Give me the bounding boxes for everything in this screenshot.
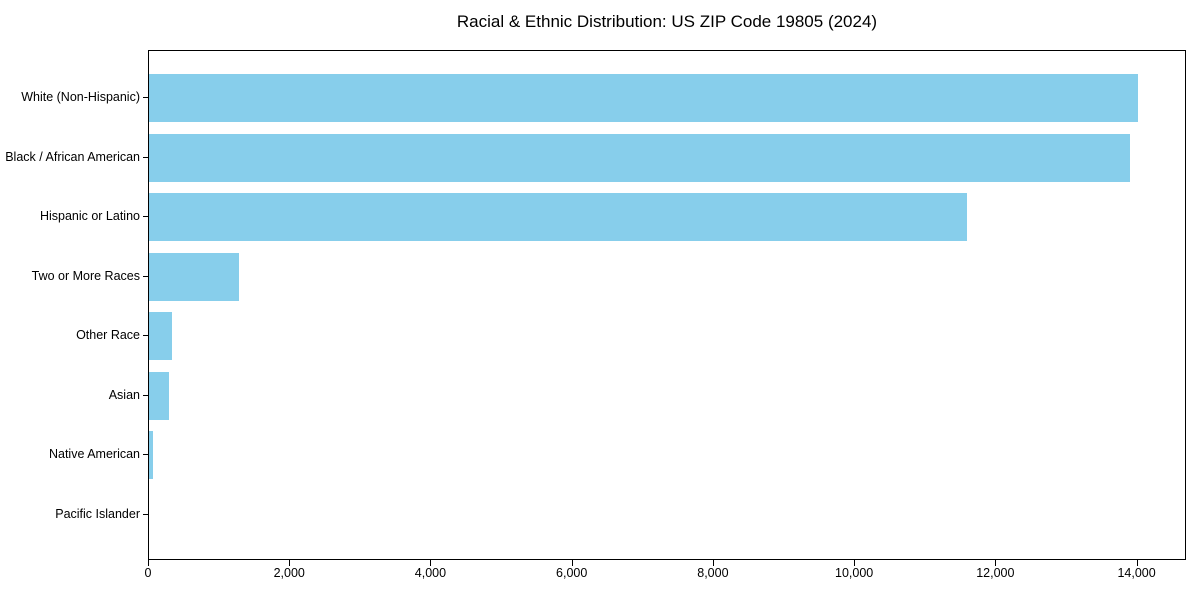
plot-area: [148, 50, 1186, 560]
x-tick-mark: [289, 560, 291, 566]
y-tick-mark: [143, 216, 148, 218]
x-tick-mark: [854, 560, 856, 566]
x-tick-mark: [995, 560, 997, 566]
y-tick-label: Hispanic or Latino: [39, 209, 140, 224]
bar-black-african-american: [149, 133, 1130, 182]
y-tick-mark: [143, 275, 148, 277]
y-tick-label: Two or More Races: [31, 268, 140, 283]
y-tick-label: Black / African American: [5, 149, 140, 164]
x-tick-mark: [430, 560, 432, 566]
x-tick-mark: [571, 560, 573, 566]
x-tick-label: 6,000: [556, 566, 588, 580]
y-tick-mark: [143, 97, 148, 98]
y-tick-label: White (Non-Hispanic): [21, 90, 140, 104]
y-tick-mark: [143, 156, 148, 158]
bar-native-american: [149, 431, 153, 480]
x-tick-label: 0: [144, 566, 152, 580]
bar-other-race: [149, 312, 173, 361]
x-tick-label: 14,000: [1117, 566, 1156, 580]
y-tick-mark: [143, 454, 148, 456]
x-tick-label: 4,000: [414, 566, 447, 580]
y-tick-label: Pacific Islander: [55, 506, 140, 521]
y-tick-label: Asian: [108, 387, 140, 402]
y-tick-label: Other Race: [76, 328, 140, 343]
bar-two-or-more-races: [149, 252, 240, 301]
y-tick-mark: [143, 335, 148, 337]
bar-white-non-hispanic: [149, 74, 1138, 122]
y-tick-mark: [143, 394, 148, 396]
x-tick-label: 2,000: [273, 566, 305, 580]
x-tick-mark: [712, 560, 714, 566]
x-tick-mark: [148, 560, 149, 566]
x-tick-label: 10,000: [834, 566, 874, 580]
y-tick-mark: [143, 513, 148, 515]
bar-hispanic-or-latino: [149, 193, 968, 242]
y-tick-label: Native American: [48, 447, 140, 462]
x-tick-label: 12,000: [976, 566, 1015, 580]
x-tick-mark: [1136, 560, 1138, 566]
bar-asian: [149, 371, 169, 420]
chart-title: Racial & Ethnic Distribution: US ZIP Cod…: [456, 12, 878, 31]
x-tick-label: 8,000: [697, 566, 729, 580]
